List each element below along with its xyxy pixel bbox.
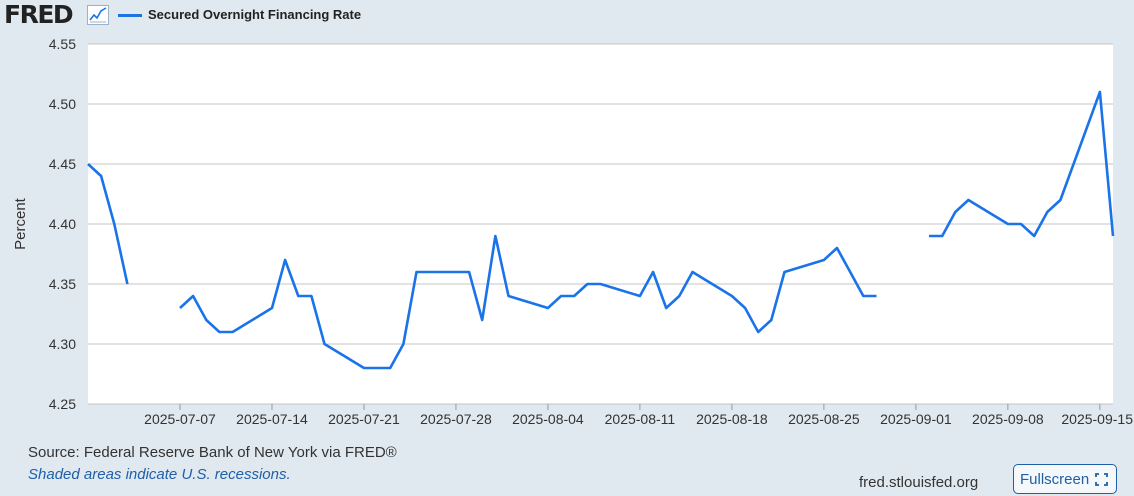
fullscreen-label: Fullscreen (1020, 470, 1090, 488)
x-tick-label: 2025-09-01 (880, 411, 952, 427)
series-line[interactable] (929, 90, 1115, 238)
x-tick-label: 2025-07-21 (328, 411, 400, 427)
series-line[interactable] (87, 163, 129, 285)
x-tick-label: 2025-08-25 (788, 411, 860, 427)
fred-logo[interactable]: FRED (4, 0, 74, 29)
x-tick-label: 2025-09-15 (1061, 411, 1133, 427)
fullscreen-button[interactable]: Fullscreen (1013, 464, 1117, 494)
x-tick-label: 2025-09-08 (972, 411, 1044, 427)
x-tick-label: 2025-08-18 (696, 411, 768, 427)
y-tick-label: 4.50 (49, 96, 76, 112)
y-axis-label: Percent (12, 197, 29, 250)
series-line[interactable] (179, 234, 877, 370)
x-tick-label: 2025-08-11 (605, 411, 676, 427)
y-tick-label: 4.30 (49, 336, 76, 352)
legend-swatch (118, 14, 142, 17)
y-axis-ticks: 4.25 4.30 4.35 4.40 4.45 4.50 4.55 (49, 36, 76, 412)
y-tick-label: 4.25 (49, 396, 76, 412)
x-axis-ticks: 2025-07-07 2025-07-14 2025-07-21 2025-07-28… (144, 404, 1133, 427)
chart-header: FRED Secured Overnight Financing Rate (0, 0, 1134, 32)
x-tick-label: 2025-08-04 (512, 411, 584, 427)
y-tick-label: 4.40 (49, 216, 76, 232)
y-tick-label: 4.35 (49, 276, 76, 292)
x-tick-label: 2025-07-28 (420, 411, 492, 427)
source-text: Source: Federal Reserve Bank of New York… (28, 444, 397, 461)
y-tick-label: 4.55 (49, 36, 76, 52)
legend-label: Secured Overnight Financing Rate (148, 7, 362, 22)
x-tick-label: 2025-07-07 (144, 411, 216, 427)
line-graph-icon[interactable] (87, 5, 109, 25)
x-tick-label: 2025-07-14 (236, 411, 308, 427)
y-tick-label: 4.45 (49, 156, 76, 172)
series-layer (87, 90, 1115, 370)
site-url[interactable]: fred.stlouisfed.org (859, 474, 979, 491)
line-chart: 4.254.304.354.404.454.504.55 2025-07-07 2… (12, 36, 1133, 427)
expand-icon (1095, 472, 1109, 486)
recession-note: Shaded areas indicate U.S. recessions. (28, 466, 291, 483)
